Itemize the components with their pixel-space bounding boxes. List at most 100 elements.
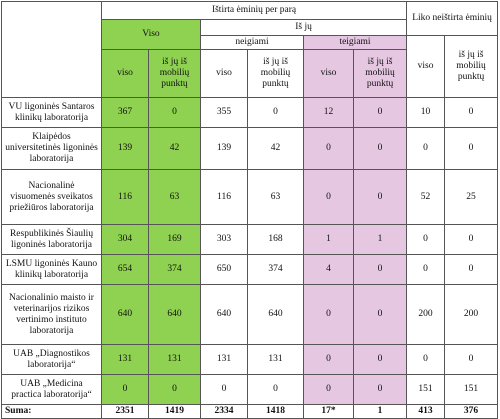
value-cell: 0 — [247, 97, 304, 128]
header-row-3: neigiami teigiami viso iš jų iš mobilių … — [2, 35, 499, 98]
sum-cell: 2351 — [101, 404, 149, 419]
value-cell: 0 — [247, 374, 304, 405]
value-cell: 0 — [406, 127, 446, 170]
value-cell: 0 — [200, 374, 248, 405]
header-negative: neigiami — [200, 35, 304, 50]
header-total-viso: viso — [101, 49, 149, 98]
header-positive: teigiami — [302, 35, 408, 50]
header-untested-mobile: iš jų iš mobilių punktų — [444, 35, 499, 98]
value-cell: 0 — [101, 374, 149, 405]
value-cell: 131 — [200, 344, 248, 375]
value-cell: 139 — [200, 127, 248, 170]
sum-cell: 413 — [406, 404, 446, 419]
lab-name: UAB „Medicina practica laboratorija“ — [1, 374, 102, 405]
value-cell: 200 — [406, 284, 446, 345]
table-row: Nacionalinė visuomenės sveikatos priežiū… — [1, 169, 499, 225]
value-cell: 303 — [200, 224, 248, 255]
value-cell: 42 — [148, 127, 201, 170]
value-cell: 0 — [444, 127, 499, 170]
value-cell: 0 — [352, 97, 408, 128]
header-positive-viso: viso — [303, 49, 354, 98]
header-empty-cell — [1, 1, 102, 98]
sum-cell: 1419 — [148, 404, 201, 419]
value-cell: 4 — [303, 254, 354, 285]
value-cell: 63 — [148, 169, 201, 225]
value-cell: 0 — [444, 97, 499, 128]
header-row-1: Ištirta ėminių per parą Liko neištirta ė… — [1, 1, 499, 98]
header-row-2: Viso Iš jų — [2, 19, 498, 50]
value-cell: 0 — [303, 374, 354, 405]
table-row: Nacionalinio maisto ir veterinarijos riz… — [1, 284, 499, 345]
header-row-4: viso iš jų iš mobilių punktų viso iš jų … — [2, 49, 498, 98]
value-cell: 0 — [303, 169, 354, 225]
value-cell: 0 — [148, 97, 201, 128]
lab-name: Nacionalinė visuomenės sveikatos priežiū… — [1, 169, 102, 225]
value-cell: 640 — [247, 284, 304, 345]
value-cell: 131 — [148, 344, 201, 375]
value-cell: 1 — [352, 224, 408, 255]
lab-name: UAB „Diagnostikos laboratorija“ — [1, 344, 102, 375]
value-cell: 0 — [406, 254, 446, 285]
table-row: VU ligoninės Santaros klinikų laboratori… — [1, 97, 499, 128]
value-cell: 0 — [406, 224, 446, 255]
value-cell: 0 — [352, 169, 408, 225]
value-cell: 374 — [148, 254, 201, 285]
value-cell: 168 — [247, 224, 304, 255]
value-cell: 1 — [303, 224, 354, 255]
header-untested: Liko neištirta ėminių — [406, 1, 499, 36]
value-cell: 131 — [247, 344, 304, 375]
sum-cell: 1 — [352, 404, 408, 419]
table-row: Klaipėdos universitetinės ligoninės labo… — [1, 127, 499, 170]
value-cell: 304 — [101, 224, 149, 255]
header-total: Viso — [101, 19, 201, 50]
header-tested: Ištirta ėminių per parą — [100, 1, 408, 20]
value-cell: 63 — [247, 169, 304, 225]
value-cell: 25 — [444, 169, 499, 225]
lab-name: Nacionalinio maisto ir veterinarijos riz… — [1, 284, 102, 345]
value-cell: 355 — [200, 97, 248, 128]
value-cell: 151 — [444, 374, 499, 405]
header-of-them: Iš jų — [199, 19, 408, 36]
value-cell: 116 — [200, 169, 248, 225]
value-cell: 374 — [247, 254, 304, 285]
sum-cell: 1418 — [247, 404, 304, 419]
value-cell: 0 — [352, 284, 408, 345]
value-cell: 0 — [303, 344, 354, 375]
value-cell: 52 — [406, 169, 446, 225]
table-row: UAB „Diagnostikos laboratorija“ 131 131 … — [1, 344, 499, 375]
value-cell: 640 — [200, 284, 248, 345]
lab-name: LSMU ligoninės Kauno klinikų laboratorij… — [1, 254, 102, 285]
header-negative-mobile: iš jų iš mobilių punktų — [247, 49, 304, 98]
value-cell: 367 — [101, 97, 149, 128]
value-cell: 0 — [352, 344, 408, 375]
header-total-mobile: iš jų iš mobilių punktų — [148, 49, 201, 98]
value-cell: 10 — [406, 97, 446, 128]
sum-row: Suma: 2351 1419 2334 1418 17* 1 413 376 — [1, 404, 499, 419]
value-cell: 0 — [444, 224, 499, 255]
value-cell: 0 — [352, 127, 408, 170]
sum-cell: 376 — [444, 404, 499, 419]
value-cell: 0 — [352, 374, 408, 405]
header-positive-mobile: iš jų iš mobilių punktų — [352, 49, 408, 98]
value-cell: 169 — [148, 224, 201, 255]
sum-cell: 2334 — [200, 404, 248, 419]
value-cell: 0 — [352, 254, 408, 285]
table-row: Respublikinės Šiaulių ligoninės laborato… — [1, 224, 499, 255]
sum-cell: 17* — [303, 404, 354, 419]
value-cell: 139 — [101, 127, 149, 170]
lab-name: VU ligoninės Santaros klinikų laboratori… — [1, 97, 102, 128]
value-cell: 131 — [101, 344, 149, 375]
value-cell: 0 — [444, 254, 499, 285]
header-untested-viso: viso — [406, 35, 446, 98]
value-cell: 0 — [303, 284, 354, 345]
table-row: UAB „Medicina practica laboratorija“ 0 0… — [1, 374, 499, 405]
value-cell: 12 — [303, 97, 354, 128]
sum-label: Suma: — [1, 404, 102, 419]
value-cell: 0 — [406, 344, 446, 375]
value-cell: 640 — [101, 284, 149, 345]
value-cell: 0 — [444, 344, 499, 375]
value-cell: 116 — [101, 169, 149, 225]
value-cell: 0 — [148, 374, 201, 405]
